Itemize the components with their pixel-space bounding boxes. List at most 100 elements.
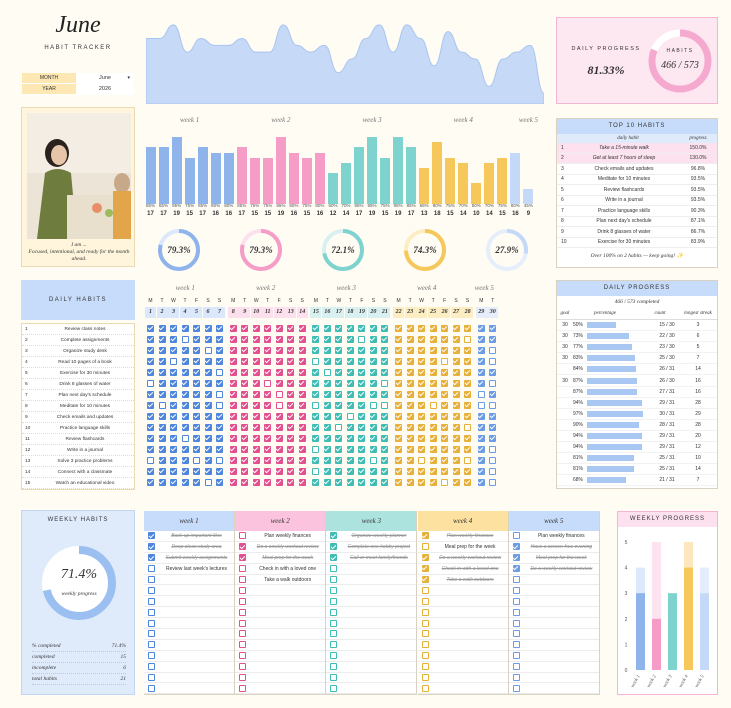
weekly-task-checkbox[interactable]: [421, 619, 429, 627]
habit-checkbox[interactable]: [181, 457, 189, 464]
habit-checkbox[interactable]: [252, 435, 260, 442]
habit-checkbox[interactable]: [241, 479, 249, 486]
habit-checkbox[interactable]: [335, 457, 343, 464]
habit-checkbox[interactable]: [170, 380, 177, 387]
habit-checkbox[interactable]: [229, 325, 237, 332]
habit-checkbox[interactable]: [323, 358, 331, 365]
habit-checkbox[interactable]: [287, 358, 295, 365]
habit-checkbox[interactable]: [358, 446, 366, 453]
habit-checkbox[interactable]: [193, 391, 200, 398]
habit-checkbox[interactable]: [252, 413, 260, 420]
habit-checkbox[interactable]: [312, 391, 320, 398]
habit-checkbox[interactable]: [193, 468, 200, 475]
habit-checkbox[interactable]: [489, 358, 497, 365]
habit-checkbox[interactable]: [204, 402, 212, 409]
month-dropdown[interactable]: June ▾: [76, 73, 134, 83]
weekly-task-checkbox[interactable]: [421, 652, 429, 660]
habit-checkbox[interactable]: [170, 347, 177, 354]
habit-checkbox[interactable]: [358, 358, 366, 365]
weekly-task-checkbox[interactable]: [512, 565, 520, 573]
habit-checkbox[interactable]: [193, 347, 200, 354]
habit-checkbox[interactable]: [418, 358, 426, 365]
habit-checkbox[interactable]: [275, 413, 283, 420]
habit-checkbox[interactable]: [335, 424, 343, 431]
habit-checkbox[interactable]: [204, 369, 212, 376]
weekly-task-checkbox[interactable]: [239, 565, 247, 573]
habit-checkbox[interactable]: [158, 435, 166, 442]
habit-checkbox[interactable]: [418, 380, 426, 387]
habit-checkbox[interactable]: [452, 446, 460, 453]
weekly-task-checkbox[interactable]: [239, 684, 247, 692]
habit-checkbox[interactable]: [358, 413, 366, 420]
habit-checkbox[interactable]: [264, 479, 272, 486]
habit-checkbox[interactable]: [216, 391, 223, 398]
habit-checkbox[interactable]: [369, 479, 377, 486]
habit-checkbox[interactable]: [158, 380, 166, 387]
habit-checkbox[interactable]: [381, 358, 389, 365]
habit-checkbox[interactable]: [193, 479, 200, 486]
weekly-task-checkbox[interactable]: [512, 532, 520, 540]
habit-checkbox[interactable]: [452, 424, 460, 431]
habit-checkbox[interactable]: [181, 358, 189, 365]
habit-checkbox[interactable]: [147, 479, 154, 486]
habit-checkbox[interactable]: [464, 424, 472, 431]
habit-checkbox[interactable]: [298, 479, 306, 486]
habit-checkbox[interactable]: [369, 358, 377, 365]
habit-checkbox[interactable]: [147, 391, 154, 398]
habit-checkbox[interactable]: [335, 336, 343, 343]
habit-checkbox[interactable]: [275, 468, 283, 475]
weekly-task-checkbox[interactable]: [239, 554, 247, 562]
habit-checkbox[interactable]: [429, 424, 437, 431]
habit-checkbox[interactable]: [452, 347, 460, 354]
habit-checkbox[interactable]: [312, 402, 320, 409]
habit-checkbox[interactable]: [193, 336, 200, 343]
habit-checkbox[interactable]: [193, 369, 200, 376]
habit-checkbox[interactable]: [418, 435, 426, 442]
weekly-task-checkbox[interactable]: [148, 630, 155, 638]
habit-checkbox[interactable]: [147, 380, 154, 387]
habit-checkbox[interactable]: [216, 336, 223, 343]
habit-checkbox[interactable]: [204, 347, 212, 354]
habit-checkbox[interactable]: [241, 413, 249, 420]
habit-checkbox[interactable]: [395, 457, 403, 464]
habit-checkbox[interactable]: [241, 457, 249, 464]
habit-checkbox[interactable]: [264, 369, 272, 376]
habit-checkbox[interactable]: [452, 402, 460, 409]
habit-checkbox[interactable]: [193, 325, 200, 332]
habit-checkbox[interactable]: [406, 479, 414, 486]
habit-checkbox[interactable]: [477, 380, 485, 387]
habit-checkbox[interactable]: [181, 402, 189, 409]
habit-checkbox[interactable]: [158, 336, 166, 343]
habit-checkbox[interactable]: [369, 457, 377, 464]
habit-checkbox[interactable]: [489, 413, 497, 420]
habit-checkbox[interactable]: [395, 347, 403, 354]
habit-checkbox[interactable]: [216, 358, 223, 365]
habit-checkbox[interactable]: [216, 457, 223, 464]
habit-checkbox[interactable]: [216, 369, 223, 376]
habit-checkbox[interactable]: [395, 479, 403, 486]
habit-checkbox[interactable]: [464, 336, 472, 343]
habit-checkbox[interactable]: [275, 435, 283, 442]
month-selector[interactable]: MONTH June ▾ YEAR 2026: [22, 73, 134, 95]
habit-checkbox[interactable]: [358, 347, 366, 354]
habit-checkbox[interactable]: [369, 391, 377, 398]
habit-checkbox[interactable]: [312, 347, 320, 354]
habit-checkbox[interactable]: [264, 325, 272, 332]
weekly-task-checkbox[interactable]: [239, 641, 247, 649]
habit-checkbox[interactable]: [395, 358, 403, 365]
weekly-task-checkbox[interactable]: [421, 630, 429, 638]
habit-checkbox[interactable]: [452, 369, 460, 376]
habit-checkbox[interactable]: [441, 402, 449, 409]
habit-checkbox[interactable]: [477, 347, 485, 354]
habit-checkbox[interactable]: [369, 413, 377, 420]
weekly-task-checkbox[interactable]: [512, 554, 520, 562]
habit-checkbox[interactable]: [204, 468, 212, 475]
habit-checkbox[interactable]: [181, 413, 189, 420]
habit-checkbox[interactable]: [158, 479, 166, 486]
habit-checkbox[interactable]: [181, 424, 189, 431]
weekly-task-checkbox[interactable]: [512, 652, 520, 660]
habit-checkbox[interactable]: [477, 446, 485, 453]
habit-checkbox[interactable]: [216, 479, 223, 486]
habit-checkbox[interactable]: [264, 391, 272, 398]
habit-checkbox[interactable]: [358, 402, 366, 409]
